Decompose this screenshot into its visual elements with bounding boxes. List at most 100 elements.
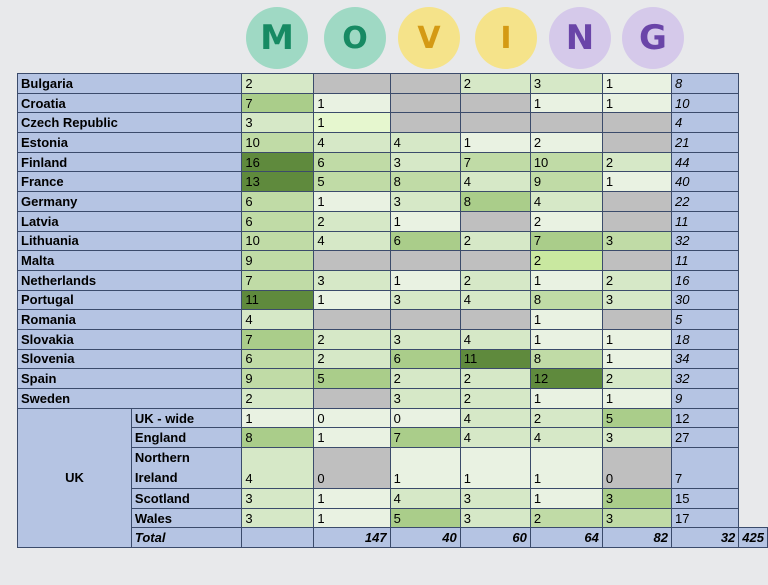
table-row: Slovenia 6 2 6 11 8 1 34	[16, 348, 768, 370]
table-row: Finland 16 6 3 7 10 2 44	[16, 151, 768, 173]
table-cell: 9	[241, 250, 315, 271]
table-cell: 11	[241, 289, 315, 311]
sub-region-name: UK - wide	[130, 407, 243, 429]
table-cell: 2	[459, 230, 531, 252]
table-cell: 4	[459, 328, 531, 350]
table-cell: 8	[459, 191, 531, 212]
table-cell: 7	[529, 230, 603, 252]
row-total: 4	[671, 112, 740, 134]
row-total: 16	[671, 269, 740, 291]
row-total: 32	[671, 368, 740, 389]
row-total: 12	[671, 407, 740, 429]
table-cell: 10	[529, 151, 603, 173]
column-total: 147	[313, 527, 391, 549]
table-cell	[601, 112, 673, 134]
row-total: 10	[671, 92, 740, 114]
table-row: Wales 3 1 5 3 2 3 17	[18, 507, 768, 529]
table-cell: 6	[389, 230, 461, 252]
table-cell: 1	[601, 388, 673, 409]
table-cell: 3	[601, 507, 673, 529]
table-cell: 1	[601, 171, 673, 193]
table-cell: 2	[313, 348, 391, 370]
table-cell	[601, 250, 673, 271]
moving-logo: M O V I N G	[0, 0, 768, 72]
table-cell: 1	[241, 407, 315, 429]
country-name: Sweden	[16, 388, 243, 409]
column-total: 32	[671, 527, 740, 549]
table-cell: 4	[459, 171, 531, 193]
logo-letter-m: M	[246, 7, 308, 69]
table-cell	[601, 210, 673, 232]
table-cell: 3	[241, 488, 315, 509]
column-total: 60	[459, 527, 531, 549]
row-total: 15	[671, 488, 740, 509]
table-cell: 1	[529, 447, 603, 490]
table-cell: 1	[313, 112, 391, 134]
table-cell: 2	[529, 210, 603, 232]
table-row: Germany 6 1 3 8 4 22	[16, 191, 768, 212]
row-total: 8	[671, 73, 740, 94]
table-cell: 4	[241, 309, 315, 330]
table-cell: 5	[601, 407, 673, 429]
table-cell	[389, 112, 461, 134]
table-cell	[313, 250, 391, 271]
table-row: Lithuania 10 4 6 2 7 3 32	[16, 230, 768, 252]
table-cell: 1	[313, 289, 391, 311]
table-cell: 1	[601, 92, 673, 114]
table-cell: 3	[389, 289, 461, 311]
table-cell: 6	[241, 210, 315, 232]
sub-region-name: Wales	[130, 507, 243, 529]
table-cell: 1	[389, 447, 461, 490]
country-name: Latvia	[16, 210, 243, 232]
table-row: Netherlands 7 3 1 2 1 2 16	[16, 269, 768, 291]
country-name: Finland	[16, 151, 243, 173]
table-row: Bulgaria 2 2 3 1 8	[16, 73, 768, 94]
country-name: Germany	[16, 191, 243, 212]
table-cell: 8	[529, 289, 603, 311]
table-cell: 4	[389, 132, 461, 153]
table-cell: 4	[459, 407, 531, 429]
table-cell: 2	[529, 250, 603, 271]
table-cell: 4	[313, 132, 391, 153]
table-cell	[313, 73, 391, 94]
table-cell: 2	[389, 368, 461, 389]
table-row: France 13 5 8 4 9 1 40	[16, 171, 768, 193]
table-cell	[459, 210, 531, 232]
table-cell: 4	[459, 289, 531, 311]
table-cell: 1	[389, 210, 461, 232]
country-name: Croatia	[16, 92, 243, 114]
row-total: 30	[671, 289, 740, 311]
country-name: Lithuania	[16, 230, 243, 252]
table-cell: 3	[601, 427, 673, 449]
table-cell: 3	[459, 488, 531, 509]
table-cell: 4	[529, 191, 603, 212]
table-cell: 2	[601, 151, 673, 173]
table-cell: 1	[459, 132, 531, 153]
table-cell	[459, 250, 531, 271]
sub-region-name: Scotland	[130, 488, 243, 509]
row-total: 44	[671, 151, 740, 173]
table-cell: 3	[389, 151, 461, 173]
table-cell: 10	[241, 230, 315, 252]
table-cell: 2	[459, 269, 531, 291]
table-cell: 6	[313, 151, 391, 173]
table-row: Latvia 6 2 1 2 11	[16, 210, 768, 232]
sub-region-name: England	[130, 427, 243, 449]
table-cell: 2	[459, 73, 531, 94]
total-label: Total	[130, 527, 243, 549]
totals-row: Total 147 40 60 64 82 32 425	[18, 527, 768, 549]
table-cell	[529, 112, 603, 134]
column-total: 64	[529, 527, 603, 549]
table-cell	[601, 309, 673, 330]
table-cell: 6	[389, 348, 461, 370]
row-total: 11	[671, 250, 740, 271]
table-row: Estonia 10 4 4 1 2 21	[16, 132, 768, 153]
table-cell	[389, 250, 461, 271]
table-cell: 0	[601, 447, 673, 490]
table-cell: 1	[529, 92, 603, 114]
table-cell: 6	[241, 348, 315, 370]
table-cell	[389, 309, 461, 330]
table-cell	[313, 388, 391, 409]
table-cell: 0	[389, 407, 461, 429]
row-total: 40	[671, 171, 740, 193]
